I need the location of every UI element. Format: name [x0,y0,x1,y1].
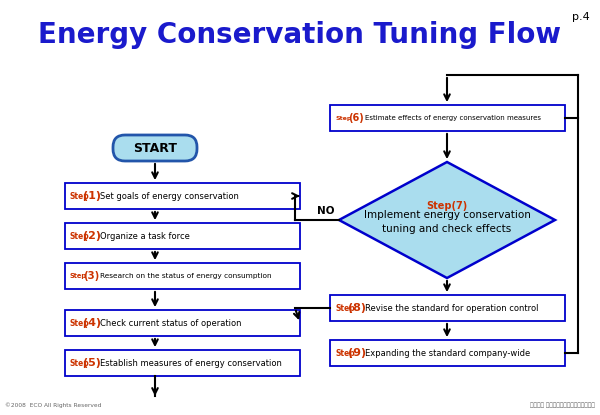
Text: Set goals of energy conservation: Set goals of energy conservation [100,191,239,200]
Text: (2): (2) [83,231,101,241]
Text: Step: Step [335,349,355,357]
Text: Revise the standard for operation control: Revise the standard for operation contro… [365,303,539,312]
FancyBboxPatch shape [65,350,300,376]
Text: (1): (1) [83,191,101,201]
Text: Step(7): Step(7) [427,201,467,211]
Text: Step: Step [335,303,355,312]
Text: Step: Step [70,359,90,368]
Text: Step: Step [70,232,90,241]
Text: START: START [133,142,177,154]
Text: Step: Step [335,115,351,120]
Text: (3): (3) [83,271,99,281]
Text: 株式会社 省エネルギーエンジニアリング: 株式会社 省エネルギーエンジニアリング [530,403,595,408]
FancyBboxPatch shape [65,183,300,209]
Text: Organize a task force: Organize a task force [100,232,190,241]
Text: (8): (8) [348,303,366,313]
Text: Establish measures of energy conservation: Establish measures of energy conservatio… [100,359,282,368]
Text: Step: Step [70,191,90,200]
Text: Implement energy conservation
tuning and check effects: Implement energy conservation tuning and… [364,210,530,234]
Text: Research on the status of energy consumption: Research on the status of energy consump… [100,273,272,279]
Text: ©2008  ECO All Rights Reserved: ©2008 ECO All Rights Reserved [5,403,101,408]
Text: (6): (6) [348,113,364,123]
Polygon shape [339,162,555,278]
FancyBboxPatch shape [330,340,565,366]
Text: Step: Step [70,318,90,327]
Text: Check current status of operation: Check current status of operation [100,318,241,327]
FancyBboxPatch shape [65,310,300,336]
Text: Step: Step [70,273,87,279]
FancyBboxPatch shape [65,223,300,249]
Text: (9): (9) [348,348,366,358]
FancyBboxPatch shape [65,263,300,289]
Text: Expanding the standard company-wide: Expanding the standard company-wide [365,349,530,357]
Text: NO: NO [317,206,335,216]
FancyBboxPatch shape [330,105,565,131]
Text: p.4: p.4 [572,12,590,22]
Text: Energy Conservation Tuning Flow: Energy Conservation Tuning Flow [38,21,562,49]
FancyBboxPatch shape [330,295,565,321]
FancyBboxPatch shape [113,135,197,161]
Text: (4): (4) [83,318,101,328]
Text: (5): (5) [83,358,101,368]
Text: Estimate effects of energy conservation measures: Estimate effects of energy conservation … [365,115,541,121]
